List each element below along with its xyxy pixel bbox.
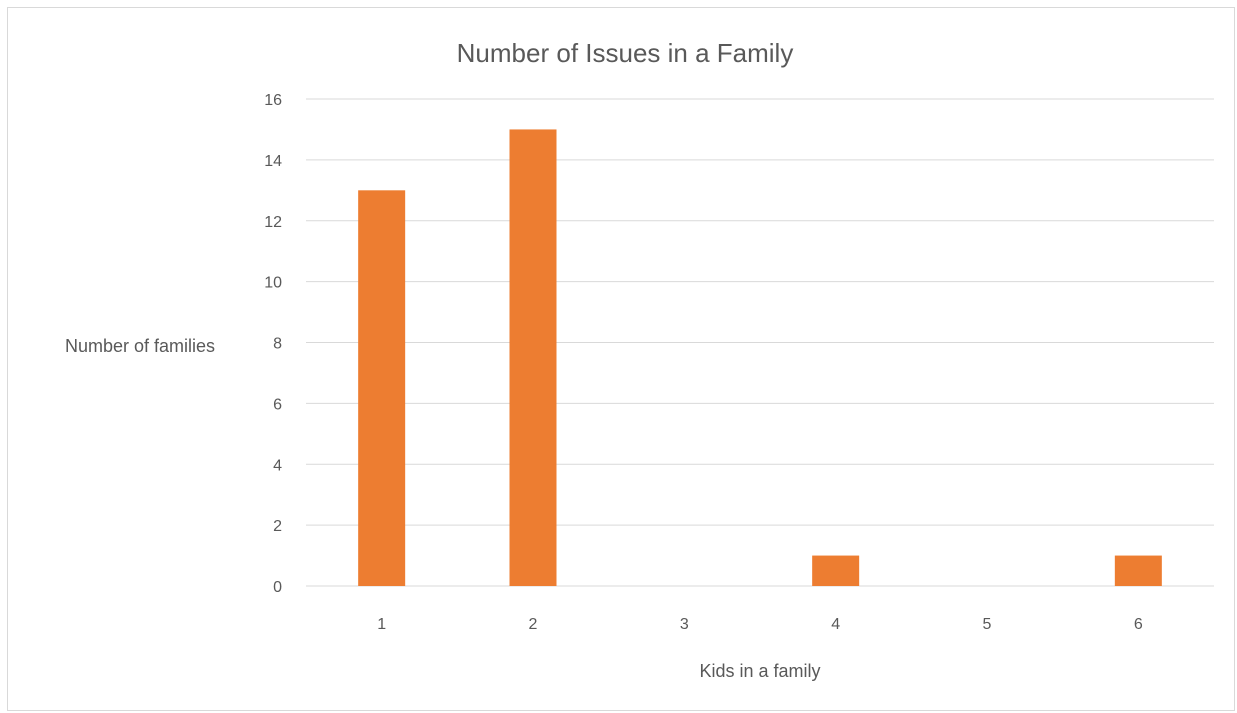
bar-2: [509, 129, 557, 586]
bar-6: [1114, 555, 1162, 586]
x-tick-label: 4: [831, 616, 840, 633]
y-tick-label: 14: [264, 153, 282, 170]
y-axis-ticks: 0 2 4 6 8 10 12 14 16: [264, 92, 282, 596]
y-tick-label: 8: [273, 336, 282, 353]
x-tick-label: 5: [983, 616, 992, 633]
y-tick-label: 10: [264, 275, 282, 292]
bars: [358, 129, 1162, 586]
x-tick-label: 6: [1134, 616, 1143, 633]
bar-1: [358, 190, 406, 586]
x-axis-title: Kids in a family: [699, 661, 820, 681]
x-axis-ticks: 1 2 3 4 5 6: [377, 616, 1143, 633]
y-tick-label: 6: [273, 396, 282, 413]
x-tick-label: 2: [529, 616, 538, 633]
y-tick-label: 16: [264, 92, 282, 109]
gridlines: [306, 98, 1214, 587]
y-axis-title: Number of families: [65, 336, 215, 356]
x-tick-label: 3: [680, 616, 689, 633]
bar-4: [812, 555, 860, 586]
y-tick-label: 4: [273, 457, 282, 474]
chart-frame: [7, 7, 1235, 711]
y-tick-label: 12: [264, 214, 282, 231]
x-tick-label: 1: [377, 616, 386, 633]
y-tick-label: 0: [273, 579, 282, 596]
y-tick-label: 2: [273, 518, 282, 535]
chart-title: Number of Issues in a Family: [457, 38, 794, 68]
